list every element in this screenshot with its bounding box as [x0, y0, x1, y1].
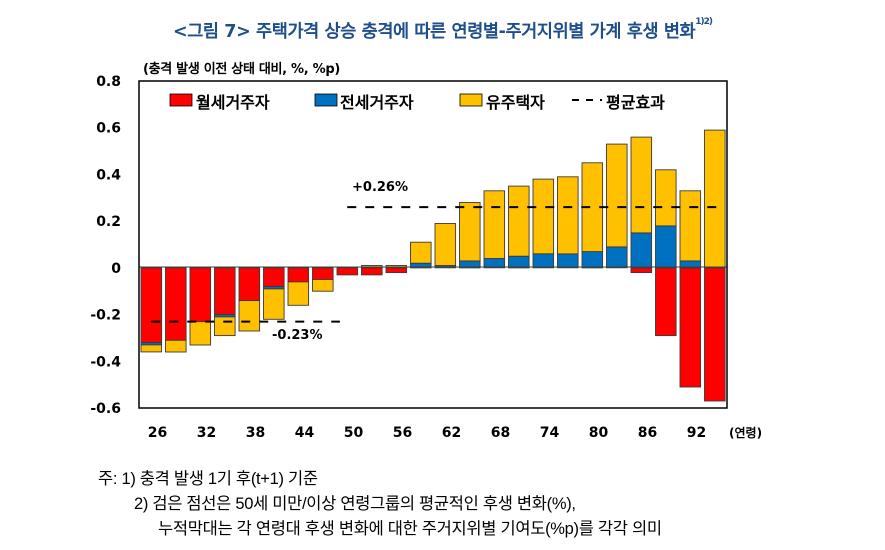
bar-segment-monthly-rent — [679, 267, 702, 388]
bar-segment-jeonse — [532, 253, 555, 269]
bar-segment-monthly-rent — [287, 267, 310, 283]
bar-segment-owner — [263, 288, 285, 320]
legend: 월세거주자 전세거주자 유주택자 평균효과 — [169, 93, 665, 112]
average-label-under-50: -0.23% — [272, 328, 323, 343]
bar-segment-monthly-rent — [189, 267, 212, 323]
bar-segment-owner — [165, 339, 187, 353]
bar-segment-owner — [287, 281, 310, 306]
bar-segment-jeonse — [606, 246, 628, 269]
x-tick-label: 38 — [246, 425, 265, 441]
average-label-over-50: +0.26% — [352, 180, 408, 195]
footnote-2-continued: 누적막대는 각 연령대 후생 변화에 대한 주거지위별 기여도(%p)를 각각 … — [158, 520, 662, 538]
bar-segment-owner — [312, 279, 334, 292]
bar-segment-owner — [532, 178, 555, 255]
footnotes: 주: 1) 충격 발생 1기 후(t+1) 기준 2) 검은 점선은 50세 미… — [98, 467, 662, 542]
x-tick-label: 68 — [491, 425, 510, 441]
unit-label: (충격 발생 이전 상태 대비, %, %p) — [143, 62, 340, 77]
bar-segment-monthly-rent — [238, 267, 261, 302]
bar-segment-owner — [704, 129, 726, 269]
x-tick-label: 44 — [295, 425, 315, 441]
bar-segment-jeonse — [483, 258, 506, 269]
bar-segment-owner — [655, 169, 677, 227]
y-tick-label: 0.8 — [96, 74, 121, 90]
bar-segment-owner — [557, 176, 579, 255]
legend-swatch-owner — [459, 93, 483, 107]
bar-segment-owner — [140, 344, 163, 353]
average-lines — [151, 206, 718, 323]
title-footnote-marker: 1)2) — [695, 17, 713, 27]
stacked-bar-chart: 0.8 0.6 0.4 0.2 0 -0.2 -0.4 -0.6 월세거주자 전세거주자 유주… — [90, 74, 762, 441]
y-tick-label: -0.2 — [90, 308, 121, 324]
chart-title-text: <그림 7> 주택가격 상승 충격에 따른 연령별-주거지위별 가계 후생 변화 — [172, 22, 696, 42]
y-tick-label: -0.4 — [90, 354, 121, 370]
bar-segment-owner — [459, 202, 481, 262]
bar-segment-monthly-rent — [630, 267, 653, 274]
plot-frame — [138, 80, 728, 409]
bar-segment-monthly-rent — [263, 267, 285, 288]
bar-segment-owner — [189, 321, 212, 346]
bar-segment-jeonse — [557, 253, 579, 269]
chart-title: <그림 7> 주택가격 상승 충격에 따른 연령별-주거지위별 가계 후생 변화… — [0, 17, 885, 43]
bar-segment-owner — [238, 300, 261, 332]
y-tick-label: 0.6 — [96, 121, 121, 137]
legend-label-jeonse: 전세거주자 — [340, 93, 414, 112]
legend-label-owner: 유주택자 — [486, 93, 545, 112]
footnote-1: 주: 1) 충격 발생 1기 후(t+1) 기준 — [98, 470, 318, 488]
legend-label-monthly-rent: 월세거주자 — [196, 93, 270, 112]
x-tick-label: 26 — [148, 425, 167, 441]
bar-segment-jeonse — [581, 251, 604, 269]
bar-segment-owner — [679, 190, 702, 262]
bar-segment-owner — [483, 190, 506, 259]
x-tick-label: 92 — [687, 425, 706, 441]
bar-segment-monthly-rent — [385, 267, 408, 274]
x-tick-label: 86 — [638, 425, 657, 441]
y-tick-label: 0 — [111, 261, 121, 277]
legend-swatch-monthly-rent — [169, 93, 193, 107]
bar-segment-monthly-rent — [336, 267, 359, 276]
x-tick-label: 80 — [589, 425, 609, 441]
bar-segment-monthly-rent — [214, 267, 236, 316]
bar-segment-owner — [410, 241, 432, 264]
x-tick-label: 74 — [540, 425, 560, 441]
x-tick-label: 50 — [344, 425, 364, 441]
bar-segment-monthly-rent — [655, 267, 677, 337]
bar-segment-owner — [606, 143, 628, 248]
y-axis-ticks: 0.8 0.6 0.4 0.2 0 -0.2 -0.4 -0.6 — [90, 74, 121, 417]
y-tick-label: 0.4 — [96, 167, 121, 183]
x-axis-unit-label: (연령) — [729, 425, 762, 440]
bar-segment-jeonse — [508, 255, 530, 269]
legend-label-average: 평균효과 — [606, 93, 665, 112]
bar-segment-jeonse — [630, 232, 653, 269]
y-tick-label: 0.2 — [96, 214, 121, 230]
y-tick-label: -0.6 — [90, 401, 121, 417]
bar-segment-owner — [214, 316, 236, 337]
footnote-2: 2) 검은 점선은 50세 미만/이상 연령그룹의 평균적인 후생 변화(%), — [134, 495, 576, 513]
bar-segment-monthly-rent — [312, 267, 334, 281]
x-axis-ticks: 26 32 38 44 50 56 62 68 74 80 86 92 — [148, 425, 706, 441]
x-tick-label: 56 — [393, 425, 412, 441]
bar-segment-owner — [434, 223, 457, 266]
legend-swatch-jeonse — [314, 93, 338, 107]
bar-segment-monthly-rent — [704, 267, 726, 402]
bar-segment-monthly-rent — [361, 267, 383, 276]
bar-segment-monthly-rent — [165, 267, 187, 341]
x-tick-label: 62 — [442, 425, 461, 441]
bar-segment-jeonse — [655, 225, 677, 269]
bar-segment-owner — [630, 136, 653, 234]
bar-segment-owner — [508, 185, 530, 257]
bar-segment-monthly-rent — [140, 267, 163, 344]
bars — [140, 129, 726, 402]
x-tick-label: 32 — [197, 425, 216, 441]
